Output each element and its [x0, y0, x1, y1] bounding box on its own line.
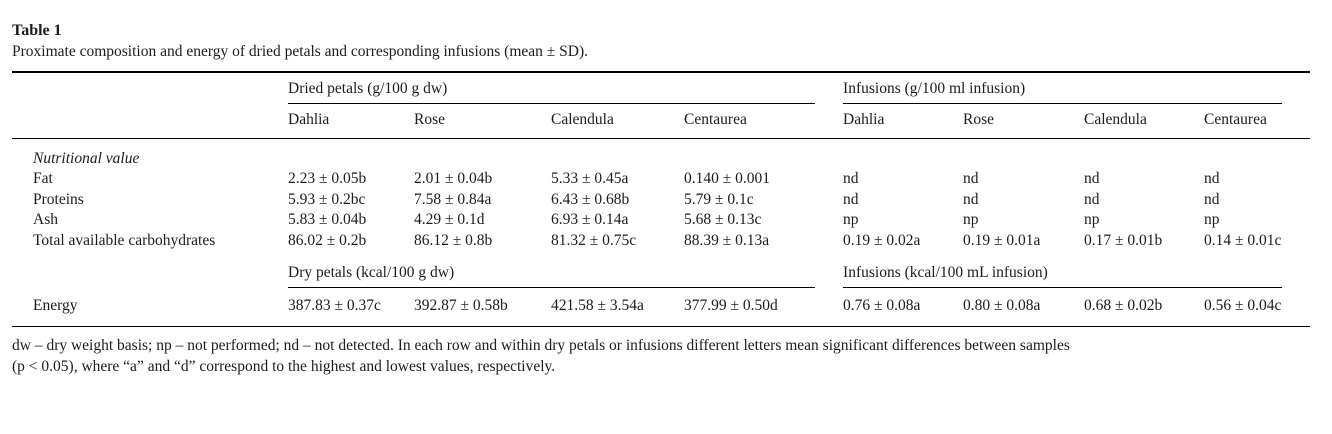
- col-header-infusion-centaurea: Centaurea: [1204, 104, 1311, 139]
- cell: np: [963, 211, 979, 228]
- cell: nd: [963, 190, 979, 208]
- group-header-infusions-energy: Infusions (kcal/100 mL infusion): [843, 264, 1283, 288]
- col-header-dried-rose: Rose: [414, 104, 551, 139]
- table-row-carbohydrates: Total available carbohydrates 86.02 ± 0.…: [12, 231, 1310, 252]
- cell: np: [1204, 211, 1220, 228]
- cell: 0.68 ± 0.02b: [1084, 297, 1163, 314]
- col-header-infusion-dahlia: Dahlia: [843, 104, 964, 139]
- row-label: Proteins: [33, 190, 84, 208]
- col-header-infusion-rose: Rose: [963, 104, 1085, 139]
- table-footnote: dw – dry weight basis; np – not performe…: [12, 336, 1310, 377]
- row-label: Ash: [33, 211, 58, 228]
- cell: np: [843, 211, 859, 228]
- cell: 0.19 ± 0.02a: [843, 231, 921, 249]
- cell: 0.14 ± 0.01c: [1204, 231, 1282, 249]
- group-header-infusions-cell: Infusions (g/100 ml infusion): [843, 72, 1310, 104]
- table-row-ash: Ash 5.83 ± 0.04b 4.29 ± 0.1d 6.93 ± 0.14…: [12, 210, 1310, 231]
- cell: 86.12 ± 0.8b: [414, 231, 493, 249]
- row-label: Total available carbohydrates: [33, 231, 216, 249]
- cell: np: [1084, 211, 1100, 228]
- cell: 88.39 ± 0.13a: [684, 231, 770, 249]
- cell: nd: [1204, 170, 1220, 187]
- cell: nd: [843, 170, 859, 187]
- col-header-dried-calendula: Calendula: [551, 104, 684, 139]
- cell: 0.56 ± 0.04c: [1204, 297, 1282, 314]
- footnote-line-1: dw – dry weight basis; np – not performe…: [12, 337, 1070, 354]
- group-header-dried-petals-cell: Dried petals (g/100 g dw): [288, 72, 843, 104]
- cell: 377.99 ± 0.50d: [684, 297, 778, 314]
- cell: 0.80 ± 0.08a: [963, 297, 1041, 314]
- footnote-line-2: (p < 0.05), where “a” and “d” correspond…: [12, 357, 556, 375]
- table-row-energy: Energy 387.83 ± 0.37c 392.87 ± 0.58b 421…: [12, 288, 1310, 327]
- cell: 5.33 ± 0.45a: [551, 170, 629, 187]
- cell: 5.79 ± 0.1c: [684, 190, 754, 208]
- cell: nd: [1084, 190, 1100, 208]
- group-header-dry-petals-energy: Dry petals (kcal/100 g dw): [288, 264, 816, 288]
- cell: 4.29 ± 0.1d: [414, 211, 485, 228]
- cell: nd: [1084, 170, 1100, 187]
- table-row-fat: Fat 2.23 ± 0.05b 2.01 ± 0.04b 5.33 ± 0.4…: [12, 169, 1310, 190]
- cell: 5.93 ± 0.2bc: [288, 190, 366, 208]
- col-header-dried-dahlia: Dahlia: [288, 104, 414, 139]
- group-header-infusions: Infusions (g/100 ml infusion): [843, 80, 1283, 104]
- cell: 5.83 ± 0.04b: [288, 211, 367, 228]
- section-header-nutritional-value: Nutritional value: [33, 150, 140, 167]
- cell: 0.17 ± 0.01b: [1084, 231, 1163, 249]
- cell: 0.19 ± 0.01a: [963, 231, 1041, 249]
- table-row-proteins: Proteins 5.93 ± 0.2bc 7.58 ± 0.84a 6.43 …: [12, 190, 1310, 211]
- cell: 2.23 ± 0.05b: [288, 170, 367, 187]
- cell: nd: [843, 190, 859, 208]
- column-header-row: Dahlia Rose Calendula Centaurea Dahlia R…: [12, 104, 1311, 139]
- energy-group-header-row: Dry petals (kcal/100 g dw) Infusions (kc…: [12, 251, 1310, 288]
- section-header-row: Nutritional value: [12, 139, 1310, 170]
- stub-spacer: [12, 251, 288, 288]
- cell: 0.76 ± 0.08a: [843, 297, 921, 314]
- stub-spacer: [12, 104, 288, 139]
- group-header-dried-petals: Dried petals (g/100 g dw): [288, 80, 816, 104]
- cell: nd: [963, 170, 979, 187]
- cell: 5.68 ± 0.13c: [684, 211, 762, 228]
- cell: 0.140 ± 0.001: [684, 170, 771, 187]
- table-label: Table 1: [12, 22, 62, 39]
- group-header-infusions-energy-cell: Infusions (kcal/100 mL infusion): [843, 251, 1310, 288]
- cell: 421.58 ± 3.54a: [551, 297, 644, 314]
- cell: 392.87 ± 0.58b: [414, 297, 508, 314]
- stub-spacer: [12, 72, 288, 104]
- group-header-row: Dried petals (g/100 g dw) Infusions (g/1…: [12, 72, 1310, 104]
- cell: 81.32 ± 0.75c: [551, 231, 637, 249]
- proximate-composition-table: Dried petals (g/100 g dw) Infusions (g/1…: [12, 71, 1311, 327]
- cell: 387.83 ± 0.37c: [288, 297, 381, 314]
- group-header-dry-petals-energy-cell: Dry petals (kcal/100 g dw): [288, 251, 843, 288]
- col-header-dried-centaurea: Centaurea: [684, 104, 844, 139]
- row-label: Energy: [33, 297, 78, 314]
- cell: 86.02 ± 0.2b: [288, 231, 367, 249]
- cell: 7.58 ± 0.84a: [414, 190, 492, 208]
- col-header-infusion-calendula: Calendula: [1084, 104, 1205, 139]
- cell: 2.01 ± 0.04b: [414, 170, 493, 187]
- cell: 6.93 ± 0.14a: [551, 211, 629, 228]
- cell: 6.43 ± 0.68b: [551, 190, 630, 208]
- cell: nd: [1204, 190, 1220, 208]
- table-caption: Proximate composition and energy of drie…: [12, 43, 589, 60]
- row-label: Fat: [33, 170, 53, 187]
